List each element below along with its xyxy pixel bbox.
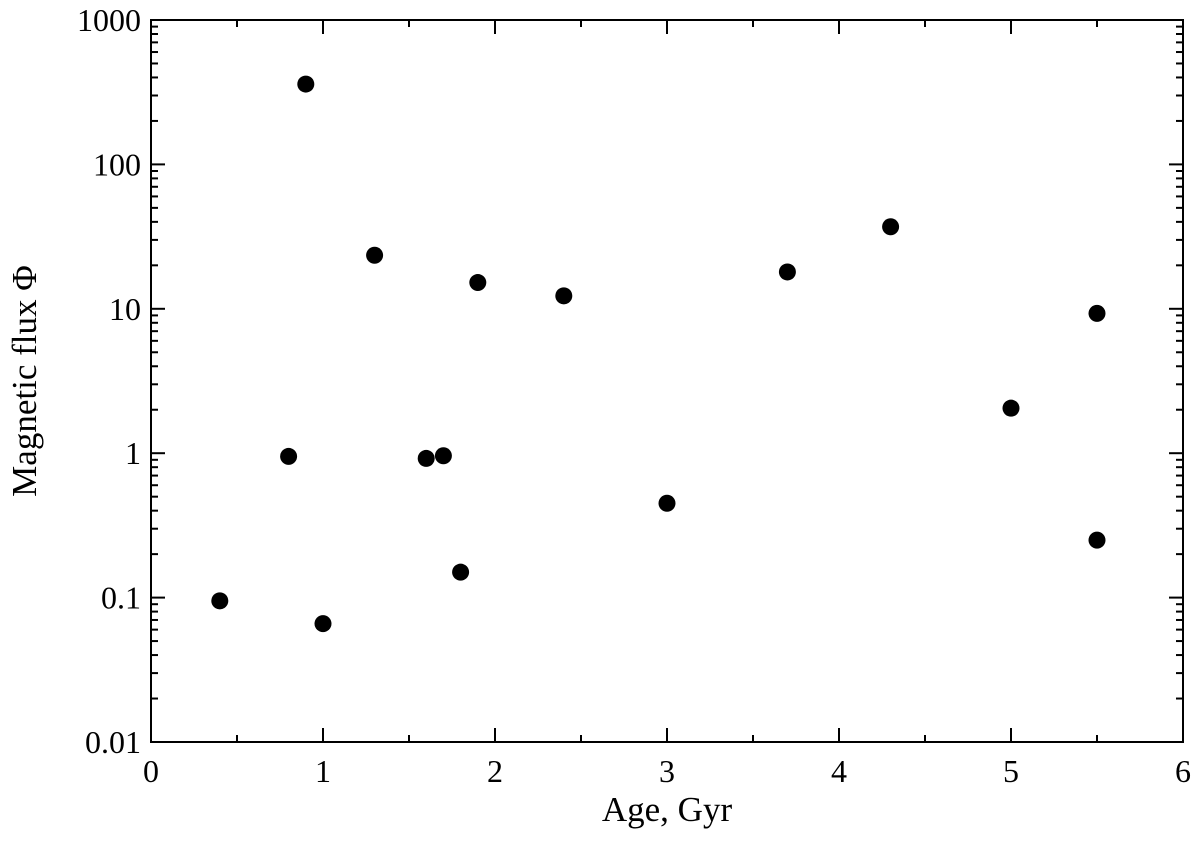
data-point [882,218,900,236]
x-tick-label: 1 [315,753,331,789]
y-tick-label: 0.01 [85,724,141,760]
data-point [280,447,298,465]
data-point [778,263,796,281]
y-tick-label: 1000 [77,2,141,38]
data-point [297,75,315,93]
data-point [314,615,332,633]
ticks-layer: 0 1 2 3 4 5 6 0.01 0.1 1 10 100 1000 [77,2,1191,789]
data-point [658,494,676,512]
data-point [555,287,573,305]
data-point [469,274,487,292]
y-tick-label: 0.1 [101,580,141,616]
data-point [1088,304,1106,322]
y-tick-label: 10 [109,291,141,327]
x-tick-label: 4 [831,753,847,789]
data-points [211,75,1106,633]
x-tick-label: 3 [659,753,675,789]
y-tick-label: 1 [125,435,141,471]
data-point [1002,399,1020,417]
x-tick-label: 6 [1175,753,1191,789]
y-tick-label: 100 [93,146,141,182]
data-point [211,592,229,610]
y-axis-title: Magnetic flux Φ [5,265,44,497]
data-point [434,447,452,465]
x-tick-label: 0 [143,753,159,789]
x-tick-label: 5 [1003,753,1019,789]
data-point [366,246,384,264]
data-point [452,563,470,581]
plot-frame [150,19,1184,743]
x-axis-title: Age, Gyr [602,790,733,829]
data-point [417,449,435,467]
x-tick-label: 2 [487,753,503,789]
data-point [1088,531,1106,549]
